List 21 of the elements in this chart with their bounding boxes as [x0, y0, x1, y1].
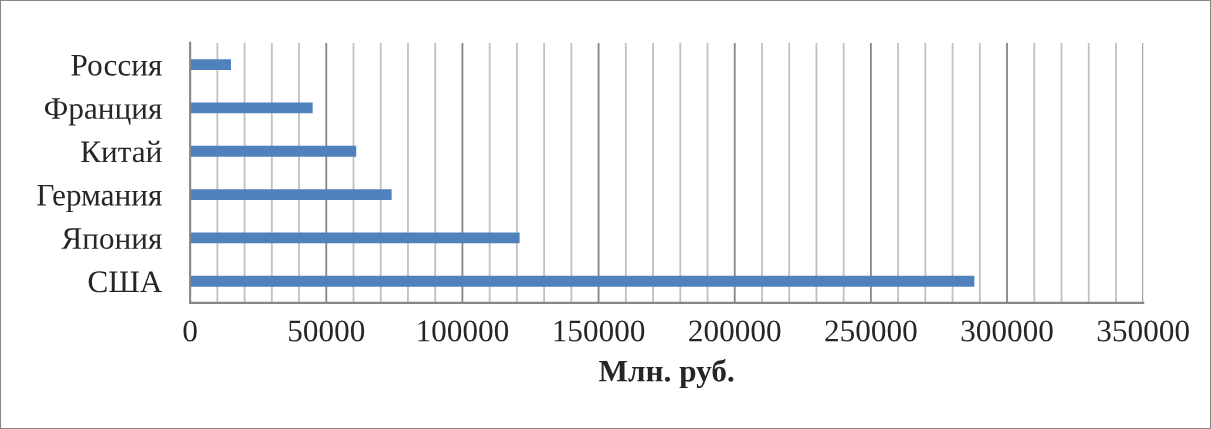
x-tick-label: 100000: [418, 320, 509, 342]
y-tick-label: Франция: [44, 98, 162, 126]
y-tick-label: Россия: [71, 54, 162, 76]
x-tick-label: 150000: [554, 320, 645, 342]
x-axis-title: Млн. руб.: [599, 358, 734, 389]
y-tick-label: США: [88, 271, 163, 293]
x-tick-label: 300000: [961, 320, 1053, 342]
bar: [190, 232, 520, 244]
bar: [190, 189, 392, 200]
bar: [190, 145, 357, 157]
y-tick-label: Германия: [37, 184, 162, 213]
x-tick-label: 0: [183, 320, 197, 342]
bar: [190, 59, 231, 70]
bar: [190, 102, 313, 114]
x-tick-label: 50000: [289, 320, 365, 342]
x-tick-label: 200000: [689, 320, 781, 342]
x-tick-label: 250000: [825, 320, 917, 342]
bar: [190, 275, 975, 287]
y-tick-label: Япония: [61, 228, 162, 250]
y-tick-label: Китай: [81, 140, 162, 163]
x-tick-label: 350000: [1097, 320, 1189, 342]
